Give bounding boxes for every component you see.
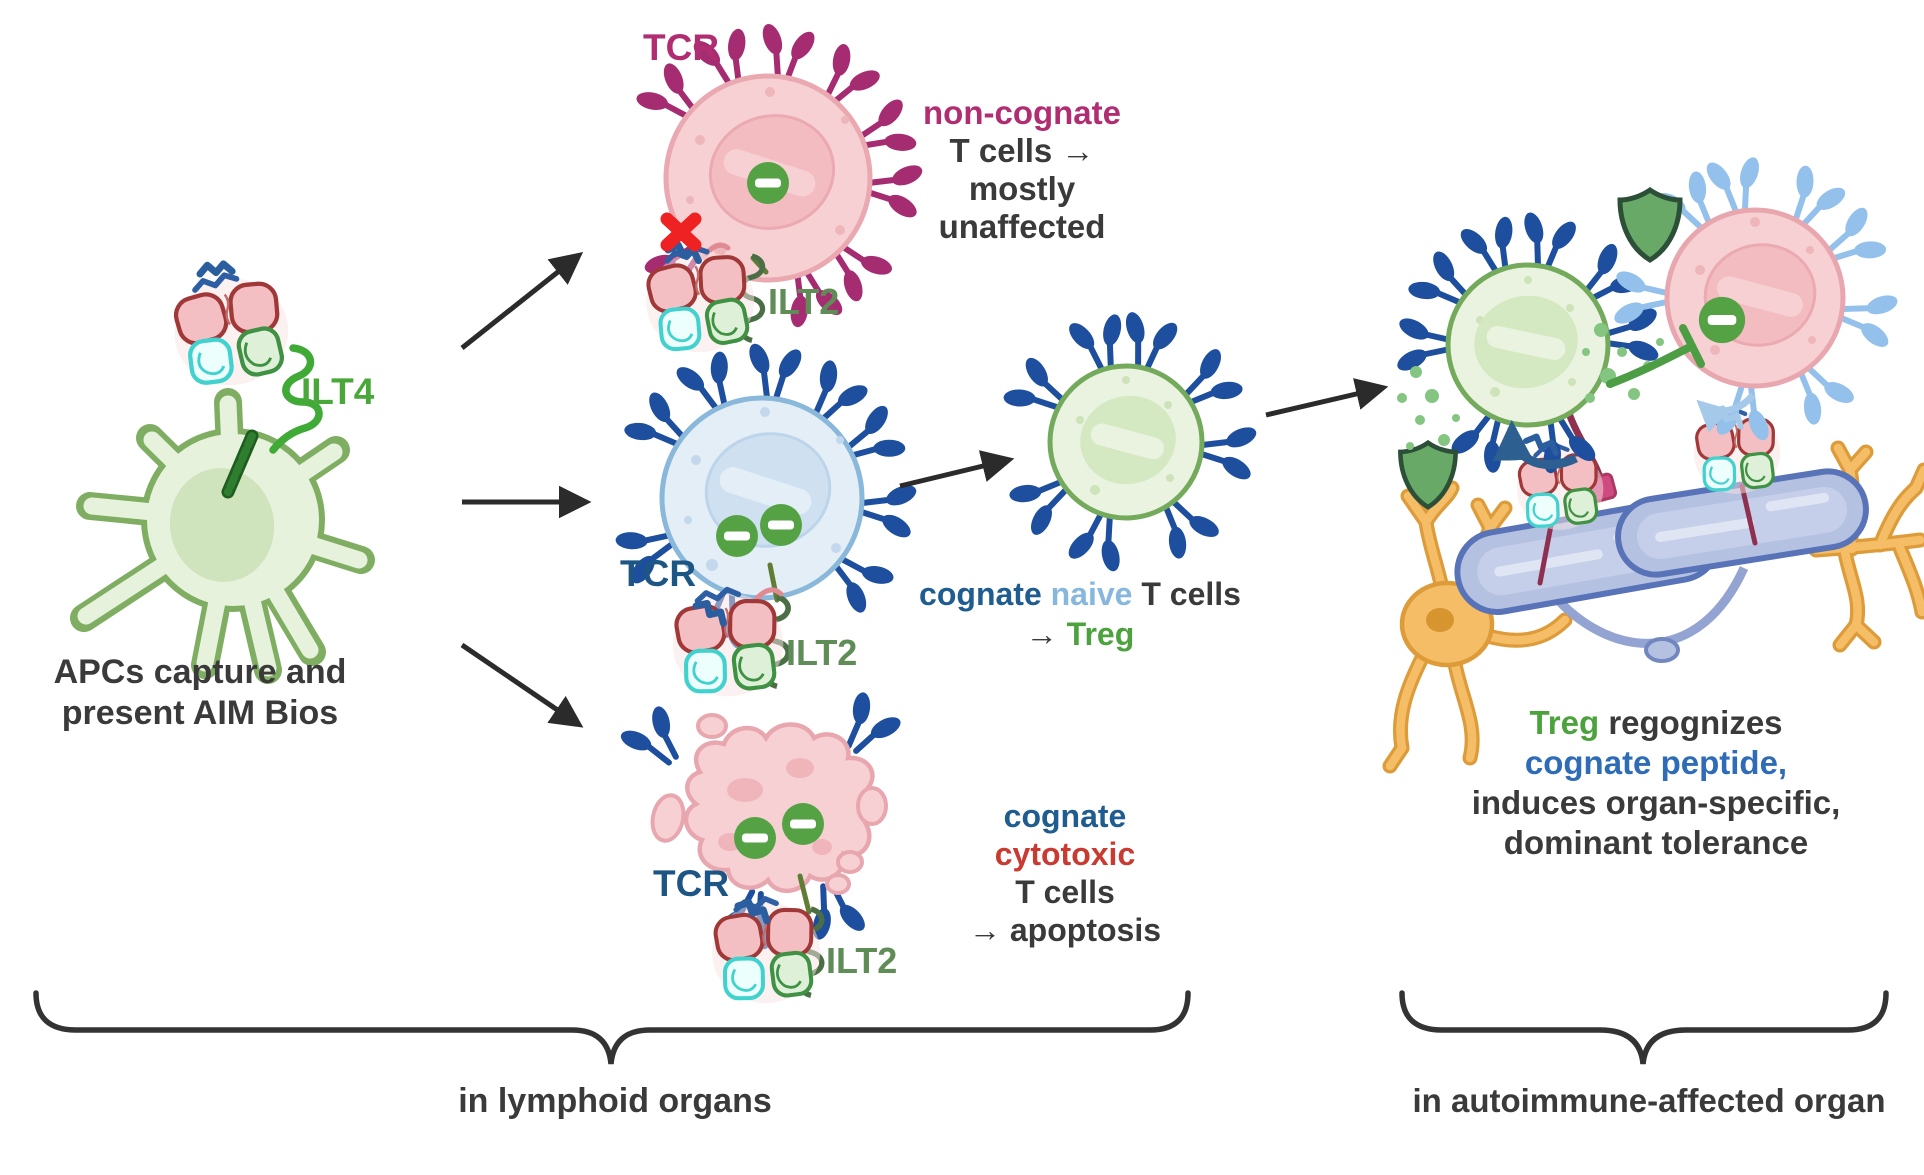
treg-cell [996, 307, 1260, 577]
neuron-nucleus [1426, 608, 1454, 632]
shield-icon [1620, 190, 1680, 260]
noncognate-line2: T cells → [949, 132, 1095, 169]
naive-tcell [607, 339, 920, 654]
arrow-naive-to-treg [899, 450, 1015, 489]
ilt4-coil [269, 344, 323, 454]
minus-circle-icon [1698, 296, 1746, 344]
label-tcr-middle: TCR [620, 553, 697, 594]
naive-caption-line2: → Treg [880, 614, 1280, 654]
word-treg: Treg [1066, 616, 1135, 652]
aim-bio-molecule [669, 586, 787, 700]
muscle-node [1644, 637, 1680, 663]
label-ilt2-bottom: ILT2 [826, 940, 898, 981]
organ-caption-line3: induces organ-specific, [1471, 784, 1841, 821]
apc-nucleus [169, 468, 275, 582]
word-recognizes: regognizes [1599, 704, 1783, 741]
fan-arrows [460, 251, 592, 728]
inhibition-arrow [1606, 324, 1705, 388]
noncognate-tcell [629, 19, 927, 335]
aim-bio-molecule [165, 266, 296, 394]
uptake-arrow-blue [1492, 419, 1579, 469]
naive-caption-line1: cognate naive T cells [880, 574, 1280, 614]
ilt2-stem [767, 562, 780, 603]
arrow-to-noncognate [460, 251, 584, 350]
organ-caption-line4: dominant tolerance [1503, 824, 1809, 861]
label-ilt2-top: ILT2 [768, 281, 840, 322]
cytotoxic-tcell [613, 685, 910, 955]
label-ilt2-middle: ILT2 [786, 632, 858, 673]
ilt2-stem [797, 873, 812, 915]
organ-panel [1382, 150, 1924, 774]
word-tcells: T cells [1132, 576, 1241, 612]
organ-caption: Treg regognizes cognate peptide, induces… [1406, 703, 1906, 863]
left-brace [33, 990, 1191, 1065]
red-x-icon [660, 212, 702, 252]
noncognate-caption: non-cognate T cells → mostly unaffected [872, 94, 1172, 246]
arrow-treg-to-organ [1265, 378, 1389, 418]
top-aimbio-complex [639, 212, 769, 359]
mid-aimbio-complex [669, 562, 788, 700]
tether [754, 587, 784, 601]
ilt4-complex [165, 260, 323, 499]
arrow-glyph: → [1025, 616, 1067, 652]
cytotoxic-caption: cognate cytotoxic T cells → apoptosis [955, 797, 1175, 949]
arrow-to-cytotoxic [460, 642, 584, 728]
label-ilt4: ILT4 [301, 371, 375, 412]
apc-caption: APCs capture and present AIM Bios [30, 652, 370, 734]
label-tcr-bottom: TCR [653, 863, 730, 904]
apc-cell [70, 388, 375, 684]
minus-circle-icon [760, 504, 802, 546]
label-tcr-top: TCR [643, 27, 720, 68]
neuron-left [1382, 480, 1573, 774]
minus-circle-icon [734, 817, 776, 859]
pink-tcell-organ [1611, 150, 1903, 444]
minus-circle-icon [782, 803, 824, 845]
cytotoxic-line2: cytotoxic [994, 836, 1136, 872]
minus-circle-icon [716, 515, 758, 557]
autoimmune-organ-label: in autoimmune-affected organ [1412, 1082, 1886, 1119]
noncognate-line1: non-cognate [923, 94, 1121, 131]
word-naive: naive [1041, 576, 1133, 612]
organ-caption-line1: Treg regognizes [1406, 703, 1906, 743]
apc-caption-line2: present AIM Bios [61, 694, 339, 732]
word-treg-organ: Treg [1529, 704, 1600, 741]
cytotoxic-line4: → apoptosis [968, 912, 1161, 948]
cytotoxic-line3: T cells [1015, 874, 1115, 910]
cytotoxic-line1: cognate [1003, 798, 1127, 834]
naive-caption: cognate naive T cells → Treg [880, 574, 1280, 654]
right-brace [1399, 990, 1889, 1065]
noncognate-line3: mostly [968, 170, 1076, 207]
muscle-fibers [1454, 468, 1869, 663]
minus-circle-icon [747, 162, 789, 204]
bottom-aimbio-complex [708, 873, 823, 1007]
apc-caption-line1: APCs capture and [53, 653, 347, 691]
organ-caption-line2: cognate peptide, [1524, 744, 1788, 781]
noncognate-line4: unaffected [938, 208, 1106, 245]
lymphoid-organs-label: in lymphoid organs [458, 1082, 772, 1120]
contact-arrow-lightblue [1696, 392, 1756, 433]
word-cognate: cognate [919, 576, 1042, 612]
